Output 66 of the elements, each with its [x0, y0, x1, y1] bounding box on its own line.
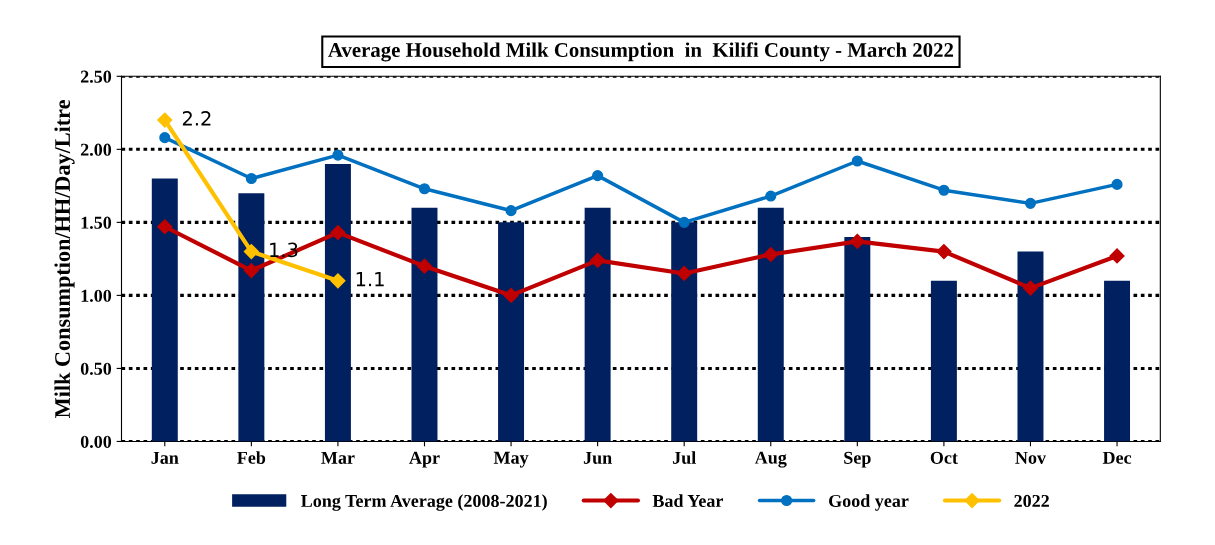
bar — [671, 222, 698, 442]
point — [851, 155, 863, 167]
x-tick-label: May — [493, 451, 529, 468]
point — [330, 225, 346, 241]
x-tick-label: Jan — [151, 451, 179, 464]
y-tick-label: 2.00 — [80, 143, 112, 156]
point — [243, 244, 259, 260]
bar — [498, 222, 525, 442]
data-label: 1.1 — [356, 271, 384, 287]
bar — [1017, 251, 1044, 442]
point — [590, 252, 606, 268]
y-tick-label: 1.50 — [81, 216, 112, 229]
point — [676, 265, 692, 282]
x-tick-label: Oct — [930, 451, 958, 464]
legend-label: 2022 — [1014, 494, 1049, 508]
bar — [930, 280, 957, 442]
point — [592, 170, 604, 182]
y-tick-label: 0.50 — [80, 362, 112, 375]
point — [505, 205, 517, 217]
legend-label: Good year — [829, 494, 909, 511]
bar — [844, 236, 871, 442]
x-tick-label: Nov — [1015, 451, 1047, 464]
bar — [584, 207, 611, 442]
x-tick-label: Sep — [844, 451, 871, 468]
point — [938, 184, 950, 196]
bar — [1104, 280, 1131, 442]
point — [416, 258, 433, 274]
point — [1022, 280, 1039, 296]
point — [503, 287, 519, 303]
y-tick-label: 0.00 — [80, 435, 112, 448]
data-label: 1.3 — [270, 242, 298, 258]
bar — [151, 178, 178, 442]
point — [330, 273, 346, 289]
data-label: 2.2 — [182, 111, 211, 126]
point — [157, 219, 173, 235]
point — [678, 216, 690, 228]
point — [765, 190, 777, 202]
point — [849, 233, 865, 249]
bar — [757, 207, 784, 442]
point — [159, 132, 171, 144]
point — [1024, 197, 1037, 209]
x-tick-label: Apr — [409, 451, 440, 468]
x-tick-label: Aug — [754, 451, 787, 468]
point — [936, 244, 952, 260]
x-tick-label: Dec — [1102, 451, 1132, 464]
bar — [324, 163, 351, 442]
point — [243, 262, 259, 279]
point — [1111, 178, 1123, 190]
legend-label: Bad Year — [652, 494, 724, 508]
chart-title: Average Household Milk Consumption in Kilifi County - March 2022 — [328, 42, 954, 62]
point — [157, 112, 173, 128]
point — [245, 172, 257, 185]
x-tick-label: Jul — [672, 451, 696, 464]
bar — [238, 193, 265, 442]
y-axis-title: Milk Consumption/HH/Day/Litre — [54, 100, 75, 418]
x-tick-label: Feb — [237, 451, 266, 464]
y-tick-label: 1.00 — [81, 289, 112, 302]
x-tick-label: Jun — [583, 451, 612, 464]
x-tick-label: Mar — [321, 451, 355, 464]
y-tick-label: 2.50 — [80, 70, 112, 83]
point — [1109, 248, 1125, 264]
point — [418, 183, 431, 195]
point — [332, 149, 344, 161]
legend-label: Long Term Average (2008-2021) — [301, 494, 547, 511]
bar — [411, 207, 438, 442]
point — [763, 246, 779, 263]
